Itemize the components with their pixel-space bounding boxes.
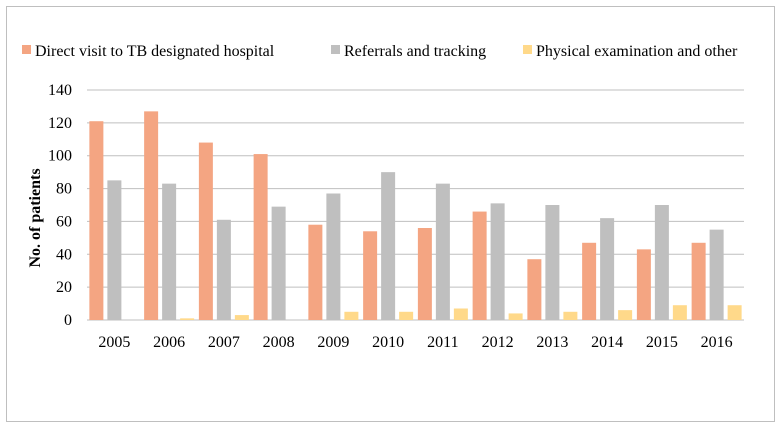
bar — [453, 308, 468, 320]
x-tick-label: 2010 — [372, 334, 404, 351]
bars — [89, 111, 742, 320]
bar — [144, 111, 159, 320]
bar — [326, 193, 341, 320]
bar — [271, 206, 286, 320]
bar — [545, 205, 560, 320]
y-tick-label: 120 — [48, 115, 72, 132]
y-tick-label: 80 — [56, 181, 72, 198]
y-tick-label: 100 — [48, 148, 72, 165]
legend-label: Referrals and tracking — [344, 43, 486, 60]
x-tick-label: 2013 — [536, 334, 568, 351]
bar — [636, 249, 651, 320]
x-tick-label: 2006 — [153, 334, 185, 351]
bar — [435, 183, 450, 320]
bar — [363, 231, 378, 320]
bar — [709, 229, 724, 320]
y-tick-label: 20 — [56, 279, 72, 296]
bar — [582, 242, 597, 320]
x-tick-label: 2007 — [208, 334, 240, 351]
bar — [654, 205, 669, 320]
y-axis-label: No. of patients — [27, 168, 44, 267]
legend-label: Physical examination and other — [536, 43, 738, 60]
bar — [107, 180, 122, 320]
bar — [563, 311, 578, 320]
x-tick-label: 2009 — [317, 334, 349, 351]
bar — [490, 203, 505, 320]
x-tick-label: 2008 — [263, 334, 295, 351]
bar — [253, 154, 268, 320]
bar — [618, 310, 633, 320]
bar — [216, 219, 231, 320]
x-axis-ticks: 2005 2006 2007 2008 2009 2010 2011 2012 2013 2014… — [98, 334, 732, 351]
bar — [417, 228, 432, 320]
bar — [399, 311, 414, 320]
x-tick-label: 2016 — [701, 334, 733, 351]
bar — [162, 183, 177, 320]
x-tick-label: 2012 — [482, 334, 514, 351]
y-tick-label: 40 — [56, 246, 72, 263]
x-tick-label: 2015 — [646, 334, 678, 351]
legend: Direct visit to TB designated hospital Re… — [22, 43, 738, 60]
bar — [727, 305, 742, 320]
bar — [344, 311, 359, 320]
y-axis-ticks: 0 20 40 60 80 100 120 140 — [48, 82, 72, 329]
bar — [234, 315, 249, 320]
x-tick-label: 2014 — [591, 334, 623, 351]
bar — [89, 121, 104, 320]
bar — [508, 313, 523, 320]
bar — [527, 259, 542, 320]
bar — [180, 318, 195, 320]
x-tick-label: 2005 — [98, 334, 130, 351]
bar — [672, 305, 687, 320]
bar — [472, 211, 487, 320]
y-tick-label: 60 — [56, 213, 72, 230]
bar — [691, 242, 706, 320]
bar — [308, 224, 323, 320]
legend-label: Direct visit to TB designated hospital — [35, 43, 275, 60]
x-tick-label: 2011 — [427, 334, 458, 351]
y-tick-label: 140 — [48, 82, 72, 99]
bar — [381, 172, 396, 320]
gridlines — [87, 89, 744, 321]
bar — [198, 142, 213, 320]
legend-swatch — [331, 45, 340, 54]
legend-swatch — [22, 45, 31, 54]
legend-swatch — [523, 45, 532, 54]
y-tick-label: 0 — [64, 312, 72, 329]
bar — [600, 218, 615, 320]
